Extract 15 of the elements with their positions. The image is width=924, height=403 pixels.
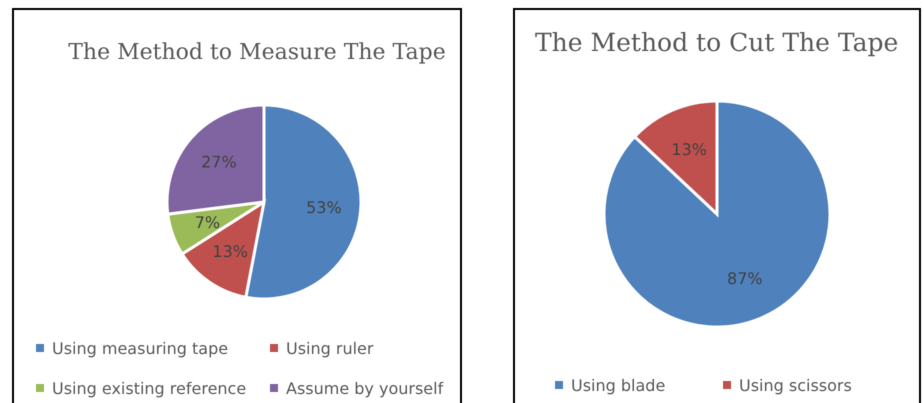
- legend-label: Using ruler: [286, 338, 374, 358]
- legend-label: Using measuring tape: [52, 338, 228, 358]
- legend-label: Using scissors: [739, 376, 852, 394]
- legend-label: Assume by yourself: [286, 378, 444, 398]
- data-label: 13%: [671, 140, 707, 160]
- legend-label: Using existing reference: [52, 378, 246, 398]
- chart-title: The Method to Measure The Tape: [67, 40, 447, 65]
- legend-label: Using blade: [571, 376, 666, 394]
- chart-title: The Method to Cut The Tape: [534, 28, 900, 57]
- data-label: 27%: [201, 152, 237, 172]
- data-label: 53%: [306, 198, 342, 218]
- data-label: 7%: [194, 212, 220, 232]
- pie-slice: [602, 100, 832, 328]
- data-label: 13%: [212, 242, 248, 262]
- data-label: 87%: [727, 268, 763, 288]
